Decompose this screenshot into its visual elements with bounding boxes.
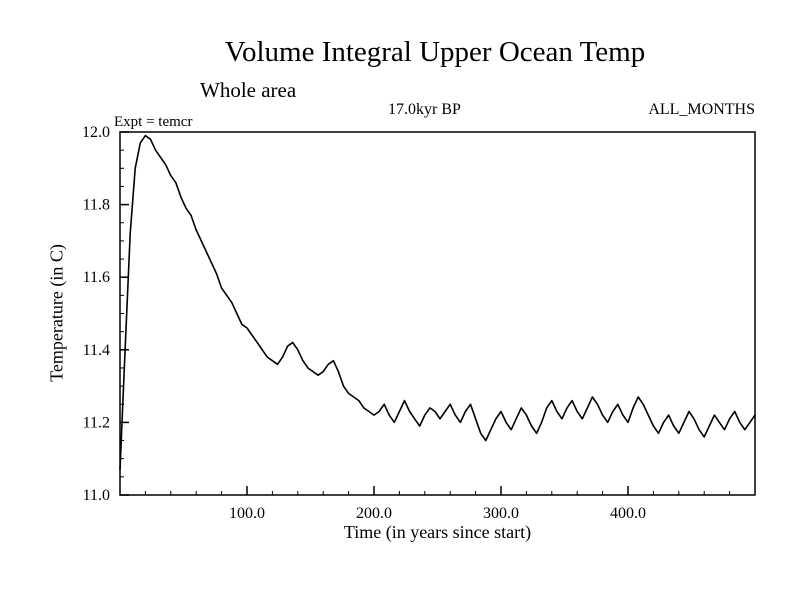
x-tick-label: 400.0 bbox=[610, 505, 646, 522]
subtitle-time-bp: 17.0kyr BP bbox=[388, 101, 461, 118]
y-tick-label: 11.8 bbox=[83, 197, 110, 214]
experiment-label: Expt = temcr bbox=[114, 114, 193, 130]
y-tick-label: 11.6 bbox=[83, 269, 110, 286]
subtitle-months: ALL_MONTHS bbox=[648, 101, 755, 118]
x-tick-label: 100.0 bbox=[229, 505, 265, 522]
subtitle-area: Whole area bbox=[200, 78, 297, 102]
temperature-line bbox=[119, 134, 756, 471]
x-axis-label: Time (in years since start) bbox=[343, 522, 532, 542]
x-tick-label: 200.0 bbox=[356, 505, 392, 522]
x-tick-label: 300.0 bbox=[483, 505, 519, 522]
chart-title: Volume Integral Upper Ocean Temp bbox=[224, 36, 646, 68]
y-tick-label: 11.4 bbox=[83, 342, 110, 359]
y-tick-label: 12.0 bbox=[82, 124, 110, 141]
y-axis-label: Temperature (in C) bbox=[46, 244, 67, 382]
plot-frame bbox=[119, 131, 756, 496]
y-tick-label: 11.0 bbox=[83, 487, 110, 504]
y-tick-label: 11.2 bbox=[83, 414, 110, 431]
